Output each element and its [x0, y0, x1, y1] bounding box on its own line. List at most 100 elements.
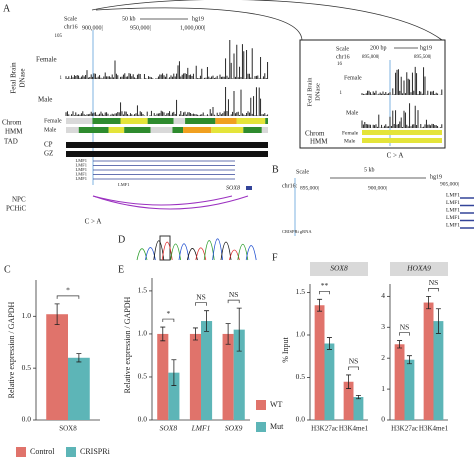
bar	[233, 329, 245, 420]
label: Male	[38, 96, 52, 104]
track-title: DNase	[314, 83, 321, 101]
x-tick-label: H3K27ac	[391, 425, 418, 433]
hmm-segment	[265, 118, 268, 124]
label: 50 kb	[122, 16, 136, 22]
label: CP	[44, 141, 53, 149]
label: 950,000|	[130, 25, 151, 31]
hmm-segment	[362, 138, 442, 143]
label: 895,000|	[300, 185, 319, 191]
panel-label: B	[272, 164, 279, 175]
bar	[353, 397, 364, 420]
hmm-segment	[108, 127, 125, 133]
label: CRISPRi gRNA	[282, 229, 312, 234]
error-bar	[397, 340, 403, 349]
interaction-arc	[92, 195, 249, 210]
x-tick-label: SOX8	[160, 424, 178, 433]
signal-track	[361, 66, 443, 95]
label: 1,000,000|	[180, 25, 205, 31]
significance-bracket	[319, 290, 330, 295]
significance: **	[321, 281, 329, 290]
panel-label: D	[118, 234, 125, 245]
label: Male	[44, 127, 57, 133]
label: 895,000|	[362, 55, 379, 60]
bar	[433, 321, 444, 420]
label: 895,500|	[414, 55, 431, 60]
tad-bar	[66, 151, 268, 157]
gene-label: SOX8	[226, 185, 240, 191]
bar	[343, 381, 354, 420]
error-bar	[346, 374, 352, 389]
bar	[168, 372, 180, 420]
interaction-arc	[92, 195, 233, 206]
label: Female	[344, 75, 362, 81]
x-tick-label: H3K4me1	[419, 425, 449, 433]
label: chr16:	[282, 183, 298, 189]
panel-label: C	[4, 264, 11, 275]
track-title: Fetal Brain	[10, 62, 18, 94]
significance: NS	[196, 292, 206, 301]
gene-label: LMF1	[446, 192, 460, 198]
significance-bracket	[399, 332, 410, 336]
label: Female	[36, 56, 57, 64]
x-tick-label: SOX9	[225, 424, 243, 433]
hmm-segment	[92, 118, 121, 124]
chromatogram-peak	[245, 245, 257, 261]
gene-label: LMF1	[75, 167, 87, 172]
label: hg19	[420, 45, 432, 51]
legend-label: CRISPRi	[80, 447, 111, 456]
gene-model	[246, 186, 252, 190]
bar	[189, 333, 201, 420]
y-tick-label: 2	[381, 353, 385, 362]
gene-label: LMF1	[446, 200, 460, 206]
label: 1	[60, 76, 63, 81]
error-bar	[192, 327, 198, 341]
track-title: DNase	[19, 68, 27, 87]
error-bar	[317, 298, 323, 312]
facet-strip	[390, 262, 448, 276]
hmm-segment	[183, 127, 212, 133]
error-bar	[225, 323, 231, 345]
signal-track	[361, 103, 443, 128]
bar	[314, 305, 325, 420]
label: Male	[346, 110, 359, 116]
error-bar	[204, 310, 210, 332]
label: Male	[344, 138, 356, 144]
bar	[157, 333, 169, 420]
error-bar	[326, 337, 332, 350]
hmm-segment	[78, 127, 109, 133]
label: 905,000|	[440, 181, 459, 187]
gene-label: LMF1	[75, 163, 87, 168]
error-bar	[54, 303, 60, 325]
gene-label: LMF1	[446, 207, 460, 213]
error-bar	[160, 326, 166, 342]
chromatogram-peak	[220, 241, 232, 261]
y-tick-label: 4	[381, 291, 385, 300]
y-tick-label: 0.0	[296, 415, 306, 424]
label: Scale	[296, 169, 309, 175]
label: 200 bp	[370, 45, 387, 51]
bar	[68, 357, 90, 420]
facet-strip	[310, 262, 368, 276]
y-tick-label: 1.5	[296, 287, 306, 296]
x-tick-label: LMF1	[191, 424, 211, 433]
x-tick-label: H3K27ac	[311, 425, 338, 433]
label: Scale	[64, 16, 77, 22]
label: Chrom	[2, 119, 22, 127]
error-bar	[406, 355, 412, 365]
significance: NS	[349, 357, 359, 366]
zoom-arc	[95, 7, 303, 41]
hmm-segment	[124, 127, 151, 133]
signal-track	[65, 87, 269, 116]
hmm-segment	[243, 127, 262, 133]
error-bar	[76, 353, 82, 363]
label: 16	[337, 62, 343, 67]
y-tick-label: 0.5	[138, 372, 148, 381]
bar	[394, 344, 405, 420]
label: PCHiC	[6, 205, 27, 213]
hmm-segment	[215, 118, 237, 124]
y-tick-label: 0	[381, 415, 385, 424]
y-tick-label: 1	[381, 384, 385, 393]
y-tick-label: 1.0	[22, 311, 32, 320]
significance: NS	[429, 278, 439, 287]
hmm-segment	[150, 127, 173, 133]
